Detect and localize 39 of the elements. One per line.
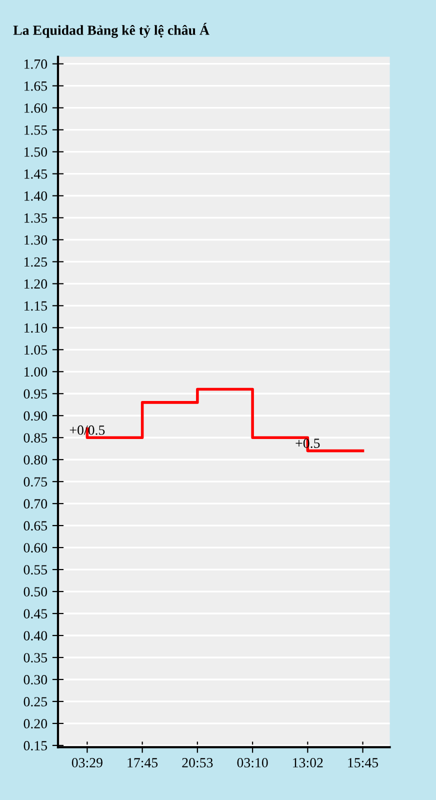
y-tick-label: 0.90 <box>24 411 48 421</box>
y-tick-label: 1.10 <box>24 323 48 333</box>
y-tick-label: 1.15 <box>24 301 48 311</box>
y-tick-label: 0.75 <box>24 477 48 487</box>
y-tick-label: 1.70 <box>24 59 48 69</box>
y-tick-label: 0.95 <box>24 389 48 399</box>
y-tick-label: 1.60 <box>24 103 48 113</box>
y-tick-label: 0.40 <box>24 631 48 641</box>
y-tick-label: 1.30 <box>24 235 48 245</box>
x-tick-label: 17:45 <box>128 758 158 768</box>
y-tick-label: 1.05 <box>24 345 48 355</box>
y-tick-label: 1.40 <box>24 191 48 201</box>
y-tick-label: 0.15 <box>24 741 48 750</box>
y-tick-label: 0.55 <box>24 565 48 575</box>
y-tick-label: 1.50 <box>24 147 48 157</box>
y-tick-label: 1.20 <box>24 279 48 289</box>
y-tick-label: 0.70 <box>24 499 48 509</box>
x-tick-label: 20:53 <box>182 758 213 768</box>
x-tick-label: 03:29 <box>72 758 102 768</box>
x-tick-label: 13:02 <box>293 758 323 768</box>
x-tick-label: 15:45 <box>348 758 378 768</box>
y-tick-label: 1.45 <box>24 169 48 179</box>
y-tick-label: 0.20 <box>24 719 48 728</box>
y-tick-label: 0.50 <box>24 587 48 597</box>
y-tick-label: 1.35 <box>24 213 48 223</box>
y-tick-label: 1.65 <box>24 81 48 91</box>
y-tick-label: 0.30 <box>24 675 48 684</box>
y-tick-label: 0.65 <box>24 521 48 531</box>
y-tick-label: 0.80 <box>24 455 48 465</box>
y-tick-label: 1.00 <box>24 367 48 377</box>
y-tick-label: 0.25 <box>24 697 48 706</box>
y-tick-label: 1.55 <box>24 125 48 135</box>
y-tick-label: 0.60 <box>24 543 48 553</box>
y-tick-label: 0.85 <box>24 433 48 443</box>
x-tick-label: 03:10 <box>237 758 268 768</box>
y-tick-label: 0.35 <box>24 653 48 663</box>
chart-title: La Equidad Bảng kê tỷ lệ châu Á <box>13 22 210 38</box>
y-tick-label: 1.25 <box>24 257 48 267</box>
y-tick-label: 0.45 <box>24 609 48 619</box>
